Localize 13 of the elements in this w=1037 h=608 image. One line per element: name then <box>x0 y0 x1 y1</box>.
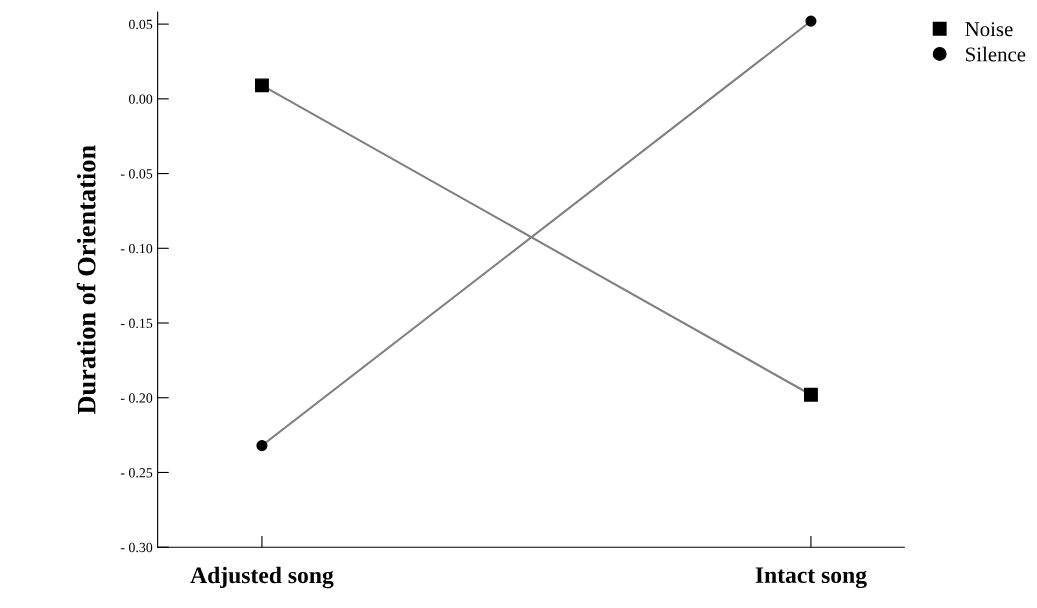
y-tick-label: - 0.05 <box>120 169 153 179</box>
y-tick-label: - 0.10 <box>120 243 153 254</box>
y-axis-title: Duration of Orientation <box>76 145 96 415</box>
y-tick-label: - 0.15 <box>120 318 153 329</box>
y-tick-label: - 0.25 <box>120 468 153 478</box>
x-tick-label: Adjusted song <box>190 566 334 589</box>
legend-label: Silence <box>966 46 1026 62</box>
legend-label: Noise <box>965 22 1013 37</box>
x-tick-label: Intact song <box>755 567 867 589</box>
y-tick-label: - 0.30 <box>120 542 153 553</box>
y-tick-label: 0.05 <box>128 19 153 30</box>
y-tick-label: 0.00 <box>128 94 153 104</box>
y-tick-label: - 0.20 <box>120 393 153 403</box>
